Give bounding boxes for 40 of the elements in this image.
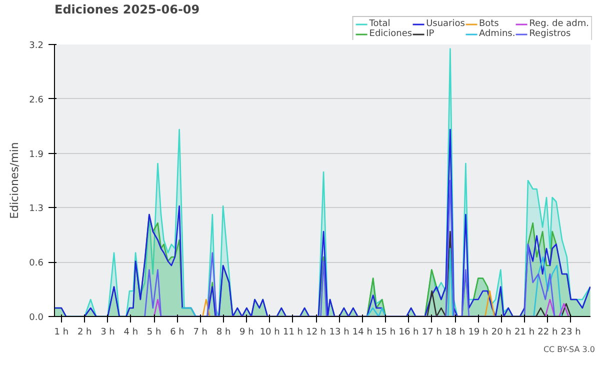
x-tick-label: 11 h: [282, 328, 303, 338]
x-tick-label: 9 h: [240, 328, 254, 338]
legend-label: Reg. de adm.: [529, 19, 589, 29]
x-tick-label: 16 h: [398, 328, 419, 338]
x-tick-label: 12 h: [306, 328, 326, 338]
x-tick-label: 10 h: [260, 328, 280, 338]
x-tick-label: 21 h: [514, 328, 535, 338]
x-tick-label: 7 h: [193, 328, 208, 338]
x-tick-label: 22 h: [538, 328, 558, 338]
text: CC BY-SA 3.0: [543, 345, 595, 355]
legend-label: Registros: [529, 29, 571, 39]
legend-label: Usuarios: [426, 19, 465, 29]
y-tick-label: 0.0: [29, 313, 44, 323]
x-tick-label: 2 h: [77, 328, 92, 338]
x-tick-label: 19 h: [468, 328, 488, 338]
legend-label: Ediciones: [369, 29, 412, 39]
x-tick-label: 6 h: [170, 328, 184, 338]
x-tick-label: 1 h: [54, 328, 69, 338]
x-tick-label: 20 h: [491, 328, 512, 338]
y-axis-title: Ediciones/min: [8, 142, 22, 219]
y-tick-label: 2.6: [29, 95, 44, 106]
legend-label: Bots: [478, 19, 499, 29]
x-tick-label: 13 h: [329, 328, 350, 338]
legend-label: Admins.: [478, 29, 516, 39]
y-tick-label: 1.9: [29, 150, 44, 160]
x-tick-label: 14 h: [352, 328, 372, 338]
y-tick-label: 0.6: [29, 258, 44, 269]
x-tick-label: 4 h: [124, 328, 138, 338]
legend-label: Total: [369, 19, 390, 29]
x-tick-label: 23 h: [560, 328, 581, 338]
y-tick-label: 1.3: [29, 204, 44, 214]
x-tick-label: 18 h: [445, 328, 466, 338]
x-tick-label: 17 h: [422, 328, 442, 338]
x-tick-label: 5 h: [146, 328, 162, 338]
chart-title: Ediciones 2025-06-09: [54, 2, 200, 16]
x-tick-label: 3 h: [100, 328, 115, 338]
legend-label: IP: [426, 29, 436, 39]
x-tick-label: 8 h: [216, 328, 231, 338]
x-tick-label: 15 h: [376, 328, 396, 338]
y-tick-label: 3.2: [29, 41, 44, 51]
